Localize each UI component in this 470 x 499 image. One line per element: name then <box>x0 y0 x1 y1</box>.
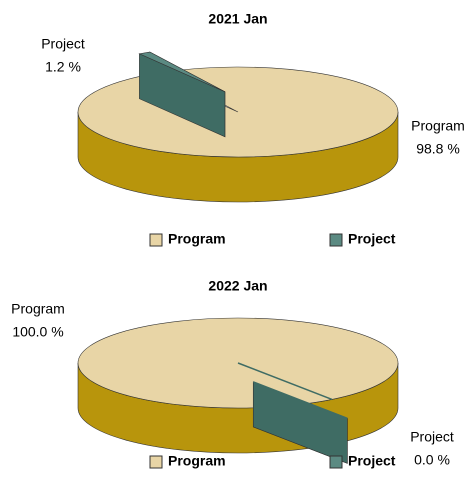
legend-swatch <box>149 233 163 247</box>
pie-slice <box>138 51 226 93</box>
legend-label: Program <box>168 453 226 469</box>
pie-slice <box>77 66 399 158</box>
slice-edge <box>237 362 333 401</box>
slice-value-label: 98.8 % <box>416 141 460 157</box>
slice-value-label: 100.0 % <box>12 324 63 340</box>
slice-value-label: 0.0 % <box>414 452 450 468</box>
slice-value-label: 1.2 % <box>45 59 81 75</box>
legend-swatch <box>149 455 163 469</box>
legend-swatch <box>329 455 343 469</box>
pie-slice <box>253 381 348 420</box>
legend-label: Program <box>168 231 226 247</box>
legend-swatch <box>329 233 343 247</box>
slice-label: Project <box>41 36 85 52</box>
slice-label: Program <box>11 301 65 317</box>
legend-label: Project <box>348 231 396 247</box>
slice-label: Project <box>410 429 454 445</box>
chart-title: 2022 Jan <box>208 278 267 294</box>
legend-label: Project <box>348 453 396 469</box>
slice-label: Program <box>411 118 465 134</box>
chart-title: 2021 Jan <box>208 11 267 27</box>
